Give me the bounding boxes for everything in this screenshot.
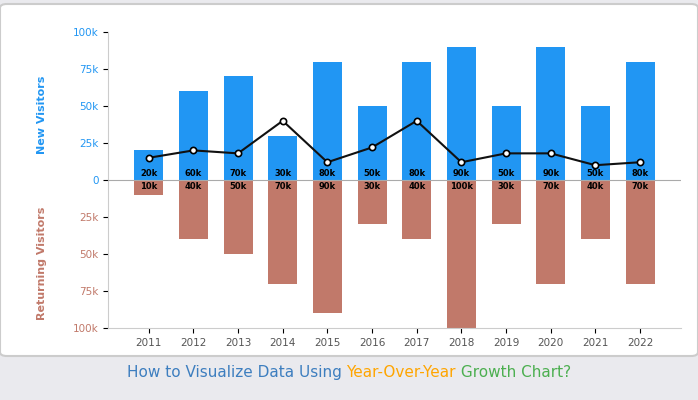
Text: 40k: 40k [408, 182, 425, 191]
Text: 100k: 100k [450, 182, 473, 191]
Text: 30k: 30k [364, 182, 380, 191]
Text: 60k: 60k [185, 169, 202, 178]
Bar [447, 180, 476, 328]
Bar [581, 106, 610, 180]
Text: 40k: 40k [185, 182, 202, 191]
Text: 50k: 50k [587, 169, 604, 178]
Bar [491, 106, 521, 180]
Bar [625, 180, 655, 284]
Bar [223, 180, 253, 254]
Text: 80k: 80k [408, 169, 425, 178]
Text: 70k: 70k [542, 182, 559, 191]
Bar [268, 180, 297, 284]
Bar [179, 91, 208, 180]
Text: 70k: 70k [230, 169, 246, 178]
Text: New Visitors: New Visitors [38, 76, 47, 154]
Bar [134, 180, 163, 195]
Bar [313, 180, 342, 313]
Text: 80k: 80k [632, 169, 648, 178]
Bar [447, 47, 476, 180]
Text: 70k: 70k [632, 182, 648, 191]
Text: 10k: 10k [140, 182, 157, 191]
Text: Growth Chart?: Growth Chart? [456, 365, 571, 380]
Bar [134, 150, 163, 180]
Text: 50k: 50k [364, 169, 380, 178]
Bar [357, 106, 387, 180]
Text: Year-Over-Year: Year-Over-Year [347, 365, 456, 380]
Text: 90k: 90k [542, 169, 559, 178]
Text: How to Visualize Data Using: How to Visualize Data Using [127, 365, 347, 380]
Bar [536, 47, 565, 180]
Text: 30k: 30k [274, 169, 291, 178]
Bar [491, 180, 521, 224]
Bar [536, 180, 565, 284]
Text: 90k: 90k [319, 182, 336, 191]
Bar [313, 62, 342, 180]
Bar [402, 180, 431, 239]
Text: 50k: 50k [498, 169, 514, 178]
Bar [268, 136, 297, 180]
Bar [179, 180, 208, 239]
Bar [402, 62, 431, 180]
Text: 30k: 30k [498, 182, 514, 191]
Text: 50k: 50k [230, 182, 246, 191]
Text: Returning Visitors: Returning Visitors [38, 206, 47, 320]
Text: 90k: 90k [453, 169, 470, 178]
Text: 40k: 40k [587, 182, 604, 191]
Text: 20k: 20k [140, 169, 157, 178]
Bar [625, 62, 655, 180]
Text: 80k: 80k [319, 169, 336, 178]
Bar [357, 180, 387, 224]
Bar [581, 180, 610, 239]
Bar [223, 76, 253, 180]
Text: 70k: 70k [274, 182, 291, 191]
